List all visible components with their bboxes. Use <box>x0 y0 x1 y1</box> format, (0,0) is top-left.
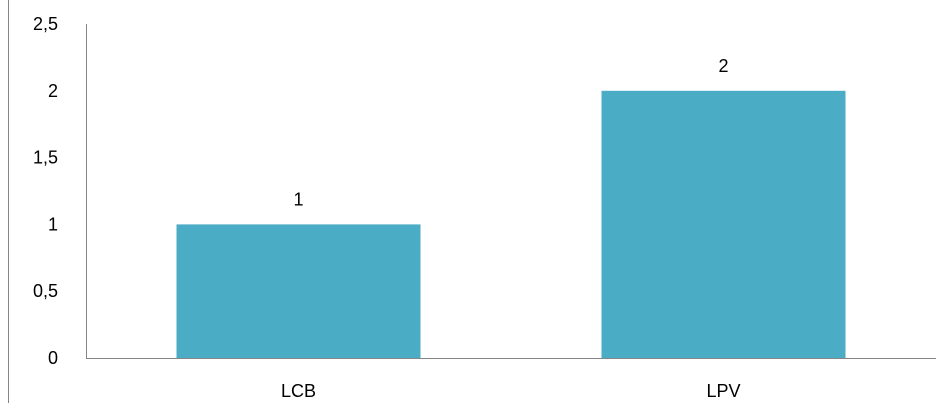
y-tick-label: 2,5 <box>33 14 58 34</box>
y-tick-label: 1 <box>48 214 58 234</box>
x-axis-tick-labels: LCB LPV <box>281 381 741 401</box>
x-tick-label-lpv: LPV <box>706 381 740 401</box>
bar-series <box>176 90 846 359</box>
data-labels: 12 <box>293 56 728 210</box>
y-axis-tick-labels: 0 0,5 1 1,5 2 2,5 <box>33 14 58 368</box>
y-tick-label: 1,5 <box>33 148 58 168</box>
data-label-lcb: 1 <box>293 189 303 209</box>
bar-lpv <box>601 90 846 359</box>
y-tick-label: 0 <box>48 348 58 368</box>
x-tick-label-lcb: LCB <box>281 381 316 401</box>
y-tick-label: 2 <box>48 81 58 101</box>
y-tick-label: 0,5 <box>33 281 58 301</box>
data-label-lpv: 2 <box>718 56 728 76</box>
bar-lcb <box>176 224 421 358</box>
